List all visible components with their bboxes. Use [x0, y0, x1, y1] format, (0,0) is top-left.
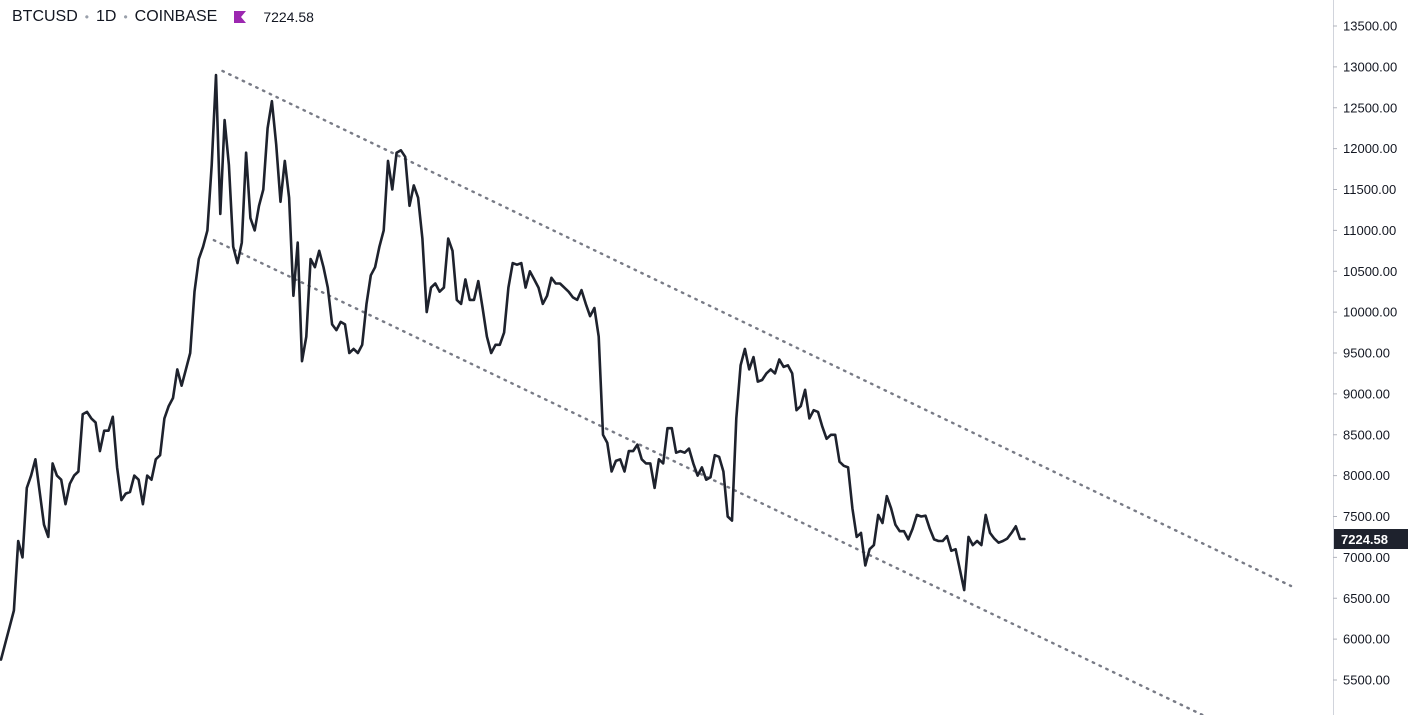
trendline-upper[interactable] [221, 69, 1293, 588]
separator-dot: • [84, 10, 89, 24]
y-tick-label: 12500.00 [1343, 100, 1397, 115]
y-tick-label: 7000.00 [1343, 550, 1390, 565]
y-tick-label: 9000.00 [1343, 386, 1390, 401]
separator-dot: • [123, 10, 128, 24]
price-series [0, 73, 1026, 661]
flag-icon[interactable] [233, 10, 247, 24]
y-tick-label: 11000.00 [1343, 223, 1396, 238]
y-tick-label: 9500.00 [1343, 346, 1390, 361]
last-value-badge [1334, 529, 1408, 550]
y-tick-label: 8000.00 [1343, 468, 1390, 483]
price-line [0, 73, 1026, 661]
y-tick-label: 6500.00 [1343, 591, 1390, 606]
last-price-label: 7224.58 [263, 9, 314, 25]
last-value-label: 7224.58 [1341, 532, 1388, 547]
y-tick-label: 5500.00 [1343, 673, 1390, 688]
symbol-label[interactable]: BTCUSD [12, 8, 78, 25]
y-tick-label: 10500.00 [1343, 264, 1397, 279]
trendlines [212, 69, 1293, 715]
chart-header: BTCUSD • 1D • COINBASE 7224.58 [12, 8, 314, 26]
y-tick-label: 13500.00 [1343, 19, 1397, 34]
y-tick-label: 13000.00 [1343, 59, 1397, 74]
interval-label[interactable]: 1D [95, 8, 117, 25]
y-tick-label: 12000.00 [1343, 141, 1397, 156]
y-tick-label: 6000.00 [1343, 632, 1390, 647]
y-tick-label: 10000.00 [1343, 305, 1397, 320]
exchange-label: COINBASE [134, 8, 218, 25]
price-axis[interactable]: 5500.00 6000.00 6500.00 7000.00 7500.00 8000.… [1333, 0, 1408, 715]
y-tick-label: 7500.00 [1343, 509, 1390, 524]
y-tick-label: 11500.00 [1343, 182, 1396, 197]
y-tick-label: 8500.00 [1343, 427, 1390, 442]
